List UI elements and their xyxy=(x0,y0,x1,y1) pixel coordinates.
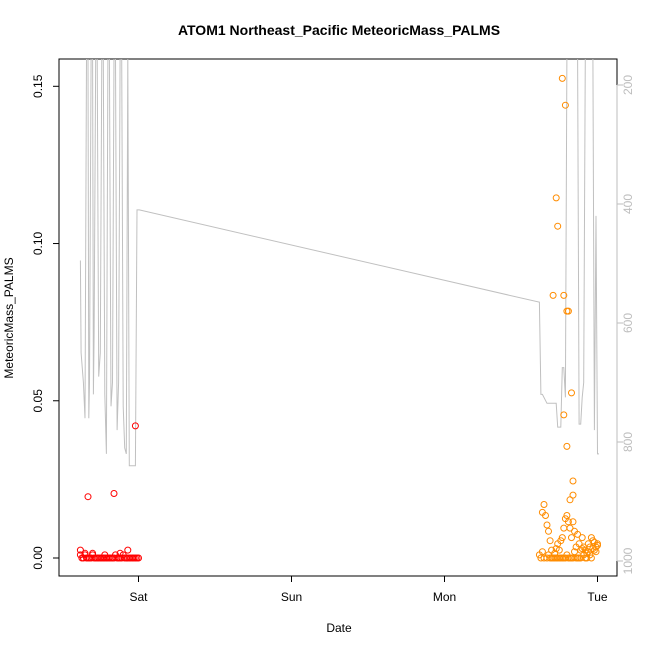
y-axis-right: 200 400 600 800 1000 xyxy=(616,75,635,574)
data-point xyxy=(551,549,559,557)
data-point xyxy=(543,521,551,529)
data-point xyxy=(555,546,563,554)
data-point xyxy=(101,551,109,559)
data-point xyxy=(571,548,578,556)
data-point xyxy=(135,554,142,562)
data-point xyxy=(558,534,566,542)
x-tick-label: Sat xyxy=(129,590,148,604)
data-point xyxy=(538,508,546,516)
data-point xyxy=(558,74,566,82)
data-point xyxy=(592,548,600,556)
data-point xyxy=(583,549,591,557)
data-point xyxy=(587,554,595,562)
y-tick-label: 0.15 xyxy=(31,74,45,98)
x-tick-label: Tue xyxy=(587,590,608,604)
data-point xyxy=(574,530,582,538)
data-point xyxy=(110,490,118,497)
right-tick-label: 1000 xyxy=(621,547,635,574)
data-point xyxy=(560,291,568,299)
data-point xyxy=(84,493,92,501)
data-point xyxy=(578,534,586,542)
data-point xyxy=(81,549,89,557)
y-tick-label: 0.10 xyxy=(31,231,45,255)
x-tick-label: Mon xyxy=(433,590,456,604)
x-axis-label: Date xyxy=(326,621,352,635)
data-point xyxy=(575,540,583,548)
y-axis-left: 0.00 0.05 0.10 0.15 xyxy=(31,74,60,570)
plot-frame xyxy=(58,58,618,577)
data-point xyxy=(569,477,577,485)
chart-title: ATOM1 Northeast_Pacific MeteoricMass_PAL… xyxy=(178,22,500,38)
data-point xyxy=(560,411,568,419)
right-tick-label: 400 xyxy=(621,194,635,214)
data-point xyxy=(89,549,97,557)
data-point xyxy=(566,524,574,532)
pressure-line-layer xyxy=(79,59,599,467)
y-tick-label: 0.00 xyxy=(31,546,45,570)
data-point xyxy=(592,543,600,551)
x-axis: Sat Sun Mon Tue xyxy=(129,575,608,604)
y-tick-label: 0.05 xyxy=(31,389,45,413)
data-point xyxy=(561,101,569,109)
x-tick-label: Sun xyxy=(281,590,302,604)
data-point xyxy=(564,518,572,526)
right-tick-label: 800 xyxy=(621,432,635,452)
data-point xyxy=(76,546,84,554)
data-point xyxy=(131,422,139,430)
data-point xyxy=(560,524,568,532)
data-point xyxy=(554,222,562,230)
data-point xyxy=(546,537,554,545)
data-point xyxy=(538,548,546,556)
y-axis-label: MeteoricMass_PALMS xyxy=(2,257,16,378)
data-point xyxy=(594,540,601,548)
data-point xyxy=(545,527,552,535)
data-points-layer xyxy=(76,74,601,562)
data-point xyxy=(563,512,571,519)
data-point xyxy=(563,442,571,450)
data-point xyxy=(568,389,575,397)
data-point xyxy=(124,546,132,554)
data-point xyxy=(568,534,575,542)
data-point xyxy=(116,549,124,557)
right-tick-label: 600 xyxy=(621,313,635,333)
data-point xyxy=(549,291,557,299)
data-point xyxy=(569,491,577,499)
pressure-line xyxy=(79,59,599,467)
right-tick-label: 200 xyxy=(621,75,635,95)
data-point xyxy=(552,194,560,202)
data-point xyxy=(569,518,577,526)
data-point xyxy=(540,501,548,508)
data-point xyxy=(564,307,572,315)
